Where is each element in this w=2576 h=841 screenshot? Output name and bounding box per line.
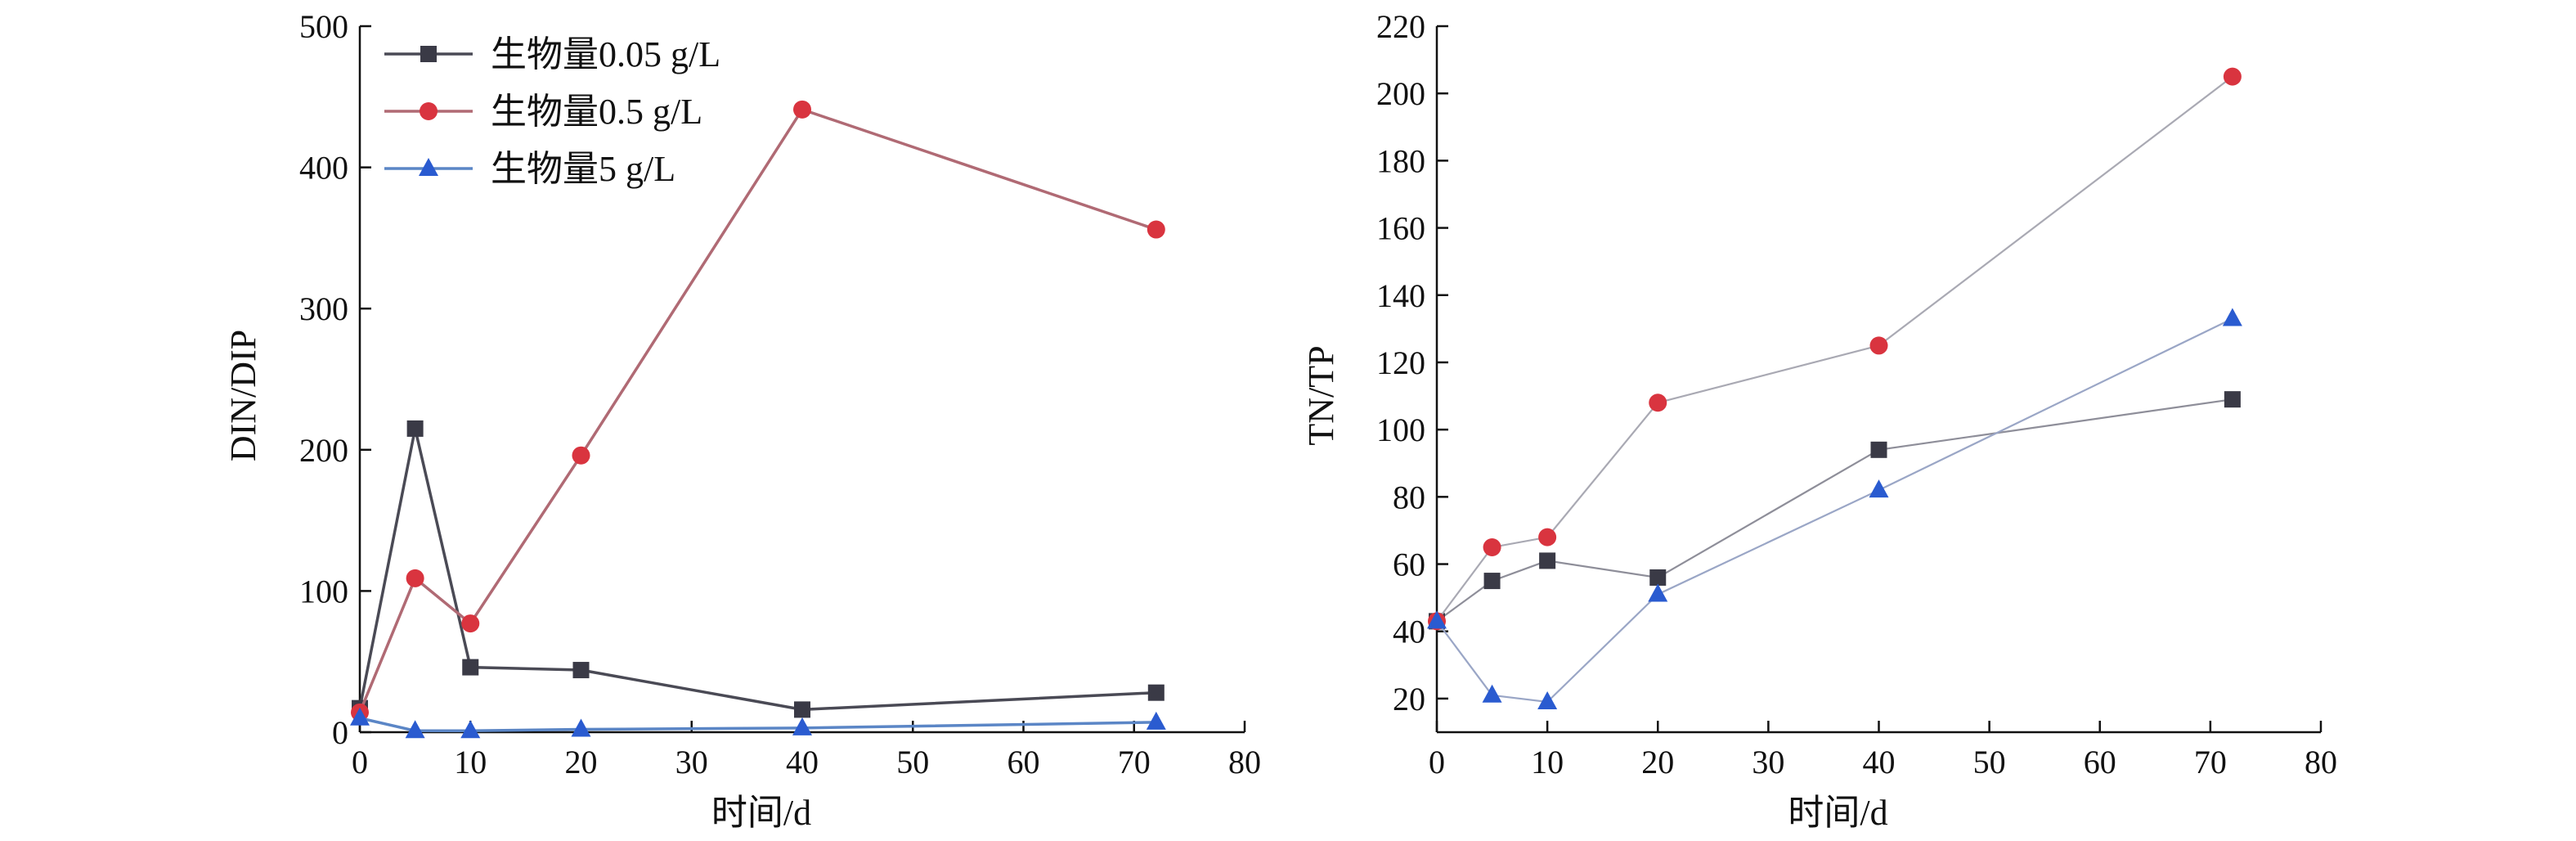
chart1-series-3-point	[571, 718, 591, 737]
chart2-series-2-point	[1483, 537, 1501, 556]
chart2-y-tick-label: 220	[1376, 8, 1425, 45]
chart2-x-tick-label: 10	[1531, 744, 1564, 780]
chart2-series-1-line	[1436, 398, 2233, 623]
chart1-series-2-point	[406, 569, 424, 587]
chart1-series-1-point	[794, 701, 810, 718]
chart1-series-3-point	[1146, 711, 1166, 730]
chart2-series-3-point	[1869, 479, 1889, 498]
legend-item-1-marker	[420, 46, 437, 62]
chart2-y-tick-label: 120	[1376, 344, 1425, 381]
chart2-x-tick-label: 40	[1863, 744, 1896, 780]
chart2-series-1-point	[2224, 391, 2241, 408]
chart1-y-axis-title: DIN/DIP	[223, 330, 263, 461]
tn-tp-chart: 0 10 20 30 40 50 60 70 80 20 40 60 80 100 120 140 160 180…	[1301, 8, 2337, 833]
chart2-series-1-point	[1483, 573, 1501, 590]
chart2-x-tick-label: 30	[1752, 744, 1784, 780]
chart1-series-3-line	[359, 717, 1156, 733]
chart1-y-tick-label: 200	[299, 432, 348, 469]
chart1-x-tick-label: 0	[352, 744, 368, 780]
chart1-x-tick-label: 20	[565, 744, 598, 780]
chart2-series-3-point	[1648, 583, 1668, 602]
chart1-series-1-point	[406, 420, 424, 437]
chart2-x-tick-label: 0	[1429, 744, 1445, 780]
chart2-series-2-point	[2223, 67, 2242, 86]
chart2-y-tick-label: 140	[1376, 277, 1425, 314]
chart1-series-1-line	[358, 428, 1156, 712]
chart1-series-3-point	[460, 720, 481, 739]
chart1-y-tick-label: 400	[299, 150, 348, 187]
chart2-x-tick-label: 50	[1973, 744, 2006, 780]
din-dip-chart: 0 10 20 30 40 50 60 70 80 0 100 200 300 400 500 时间/d DIN…	[223, 8, 1261, 833]
chart1-x-tick-label: 40	[786, 744, 819, 780]
chart1-series-2-point	[793, 100, 811, 119]
chart2-series-1-point	[1539, 552, 1556, 569]
chart1-x-tick-label: 80	[1228, 744, 1261, 780]
chart2-series-3-point	[2222, 308, 2242, 326]
chart1-series-2-point	[461, 614, 480, 633]
chart2-x-tick-label: 80	[2304, 744, 2337, 780]
chart2-y-tick-label: 180	[1376, 142, 1425, 179]
chart1-x-tick-label: 50	[896, 744, 929, 780]
chart1-series-1-point	[1147, 684, 1165, 701]
chart2-x-tick-label: 70	[2194, 744, 2227, 780]
chart2-series-3-point	[1482, 684, 1502, 703]
chart2-y-tick-label: 80	[1393, 479, 1425, 515]
chart1-x-tick-label: 10	[454, 744, 487, 780]
chart1-x-tick-label: 30	[675, 744, 708, 780]
chart2-x-axis-title: 时间/d	[1788, 793, 1887, 833]
chart1-series-3-point	[792, 717, 812, 735]
chart2-series-2-line	[1436, 75, 2233, 623]
chart1-series-3-point	[350, 707, 370, 726]
chart2-y-tick-label: 20	[1393, 681, 1425, 717]
chart1-series-1-point	[462, 659, 479, 676]
chart2-series-1-point	[1649, 569, 1667, 586]
chart2-series-3-point	[1537, 691, 1558, 710]
chart2-series-3-point	[1427, 610, 1447, 629]
chart1-y-tick-label: 300	[299, 290, 348, 327]
chart1-series-2-line	[358, 107, 1157, 713]
legend-item-2-label: 生物量0.5 g/L	[491, 92, 702, 132]
chart2-series-3-line	[1436, 317, 2233, 704]
chart1-series-3-point	[405, 720, 425, 739]
legend-item-3-label: 生物量5 g/L	[491, 149, 675, 189]
chart1-y-tick-label: 100	[299, 573, 348, 609]
chart1-legend: 生物量0.05 g/L 生物量0.5 g/L 生物量5 g/L	[384, 34, 720, 189]
chart1-x-axis-title: 时间/d	[711, 793, 811, 833]
chart2-series-2-point	[1538, 528, 1557, 546]
chart2-series-2-point	[1869, 336, 1888, 355]
chart1-y-tick-label: 0	[332, 714, 348, 751]
chart1-y-tick-label: 500	[299, 8, 348, 45]
chart2-series-1-point	[1870, 441, 1887, 458]
legend-item-1-label: 生物量0.05 g/L	[491, 34, 720, 74]
chart2-y-tick-label: 160	[1376, 210, 1425, 247]
legend-item-3-marker	[419, 158, 438, 176]
chart1-series-2-point	[1147, 220, 1165, 239]
chart1-x-tick-label: 60	[1008, 744, 1040, 780]
chart2-y-tick-label: 60	[1393, 546, 1425, 583]
chart2-y-tick-label: 200	[1376, 75, 1425, 112]
chart1-series-1-point	[572, 662, 590, 679]
chart2-y-tick-label: 40	[1393, 614, 1425, 650]
chart2-y-axis-title: TN/TP	[1301, 345, 1341, 445]
chart2-series-2-point	[1649, 394, 1667, 412]
chart2-x-tick-label: 20	[1641, 744, 1674, 780]
legend-item-2-marker	[420, 102, 438, 120]
chart1-x-tick-label: 70	[1118, 744, 1151, 780]
chart2-x-tick-label: 60	[2084, 744, 2116, 780]
chart2-y-tick-label: 100	[1376, 412, 1425, 448]
chart1-series-2-point	[572, 446, 590, 465]
